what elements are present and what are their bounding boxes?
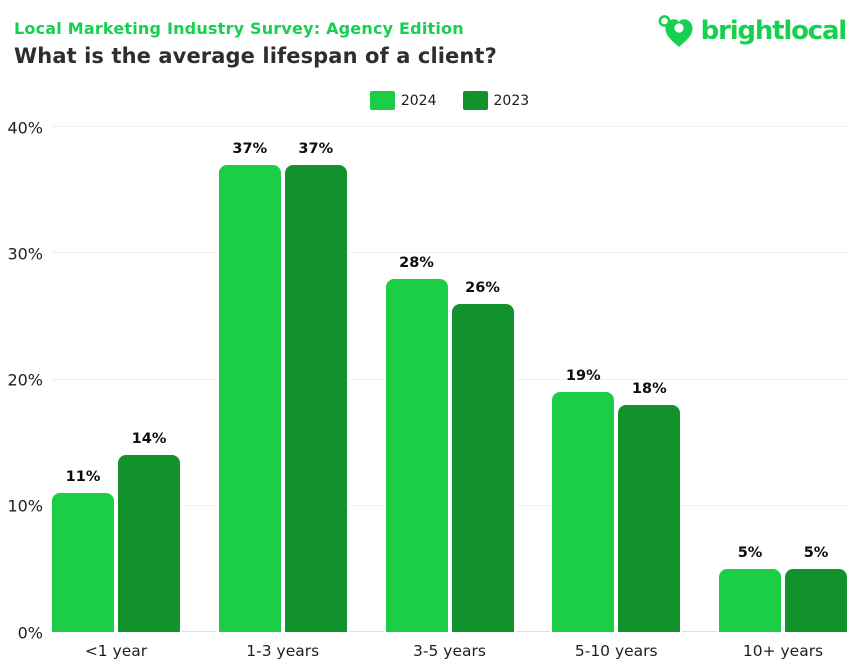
bar-value-2023-5-10 years: 18%: [631, 380, 667, 397]
gridline-30: [52, 252, 847, 254]
y-axis-tick-10: 10%: [7, 496, 43, 516]
bar-value-2024-5-10 years: 19%: [565, 368, 601, 385]
legend-item-2024: 2024: [369, 91, 437, 110]
bar-value-2024-1-3 years: 37%: [232, 140, 268, 157]
chart-title: What is the average lifespan of a client…: [14, 44, 497, 68]
brightlocal-logo: brightlocal: [657, 12, 848, 49]
legend-swatch-2024: [369, 91, 395, 110]
bar-2023-5-10 years: 18%: [618, 381, 681, 632]
y-axis-tick-0: 0%: [17, 623, 43, 642]
x-axis-label-2: 1-3 years: [246, 642, 320, 660]
bar-group-3: 28% 26% 3-5 years: [385, 127, 514, 660]
bar-value-2023-10+ years: 5%: [803, 544, 829, 561]
bar-value-2023-1-3 years: 37%: [298, 140, 334, 157]
bar-value-2024-10+ years: 5%: [737, 544, 763, 561]
survey-eyebrow: Local Marketing Industry Survey: Agency …: [14, 19, 464, 38]
bar-2024-3-5 years: 28%: [385, 255, 448, 632]
bar-group-1: 11% 14% <1 year: [52, 127, 180, 660]
bar-value-2024-3-5 years: 28%: [399, 254, 434, 271]
x-axis-label-1: <1 year: [84, 642, 148, 660]
heart-pin-icon: [657, 12, 697, 49]
y-axis-tick-30: 30%: [7, 244, 43, 264]
gridline-0: [52, 631, 847, 632]
gridline-40: [52, 126, 847, 127]
legend-label-2023: 2023: [493, 92, 530, 109]
gridline-20: [52, 378, 847, 380]
x-axis-label-5: 10+ years: [742, 642, 824, 660]
bar-chart-plot-area: 0% 10% 20% 30% 40% 11% 14% <1 year 37% 37% 1-3 yea…: [7, 118, 847, 660]
gridline-10: [52, 504, 847, 506]
bar-value-2023-3-5 years: 26%: [465, 279, 500, 296]
bar-group-5: 5% 5% 10+ years: [719, 127, 847, 660]
bar-2023-3-5 years: 26%: [451, 280, 514, 632]
bar-2023-<1 year: 14%: [118, 431, 180, 632]
bar-2024-10+ years: 5%: [719, 545, 781, 632]
bar-2024-5-10 years: 19%: [552, 368, 615, 632]
x-axis-label-3: 3-5 years: [413, 642, 486, 660]
bar-group-2: 37% 37% 1-3 years: [218, 127, 347, 660]
bar-2024-1-3 years: 37%: [218, 141, 281, 632]
bar-2024-<1 year: 11%: [52, 469, 114, 632]
y-axis-tick-40: 40%: [7, 118, 43, 137]
bar-value-2023-<1 year: 14%: [131, 431, 167, 448]
y-axis-tick-20: 20%: [7, 370, 43, 390]
x-axis-label-4: 5-10 years: [574, 642, 658, 660]
chart-legend: 2024 2023: [52, 91, 847, 110]
legend-swatch-2023: [462, 91, 488, 110]
bar-value-2024-<1 year: 11%: [65, 469, 101, 486]
legend-item-2023: 2023: [462, 91, 530, 110]
legend-label-2024: 2024: [400, 92, 437, 109]
bar-group-4: 19% 18% 5-10 years: [552, 127, 681, 660]
brightlocal-wordmark: brightlocal: [700, 15, 848, 46]
bar-2023-1-3 years: 37%: [284, 141, 347, 632]
bar-2023-10+ years: 5%: [785, 545, 847, 632]
